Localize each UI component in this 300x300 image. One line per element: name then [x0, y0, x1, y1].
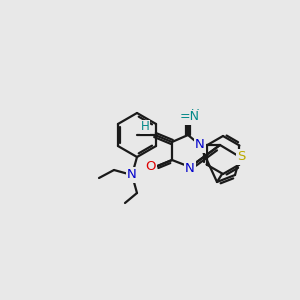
Text: S: S: [237, 151, 245, 164]
Text: H: H: [190, 107, 200, 121]
Text: =N: =N: [180, 110, 200, 124]
Text: O: O: [146, 160, 156, 173]
Text: N: N: [195, 139, 205, 152]
Text: N: N: [127, 169, 137, 182]
Text: H: H: [141, 121, 149, 134]
Text: N: N: [185, 161, 195, 175]
